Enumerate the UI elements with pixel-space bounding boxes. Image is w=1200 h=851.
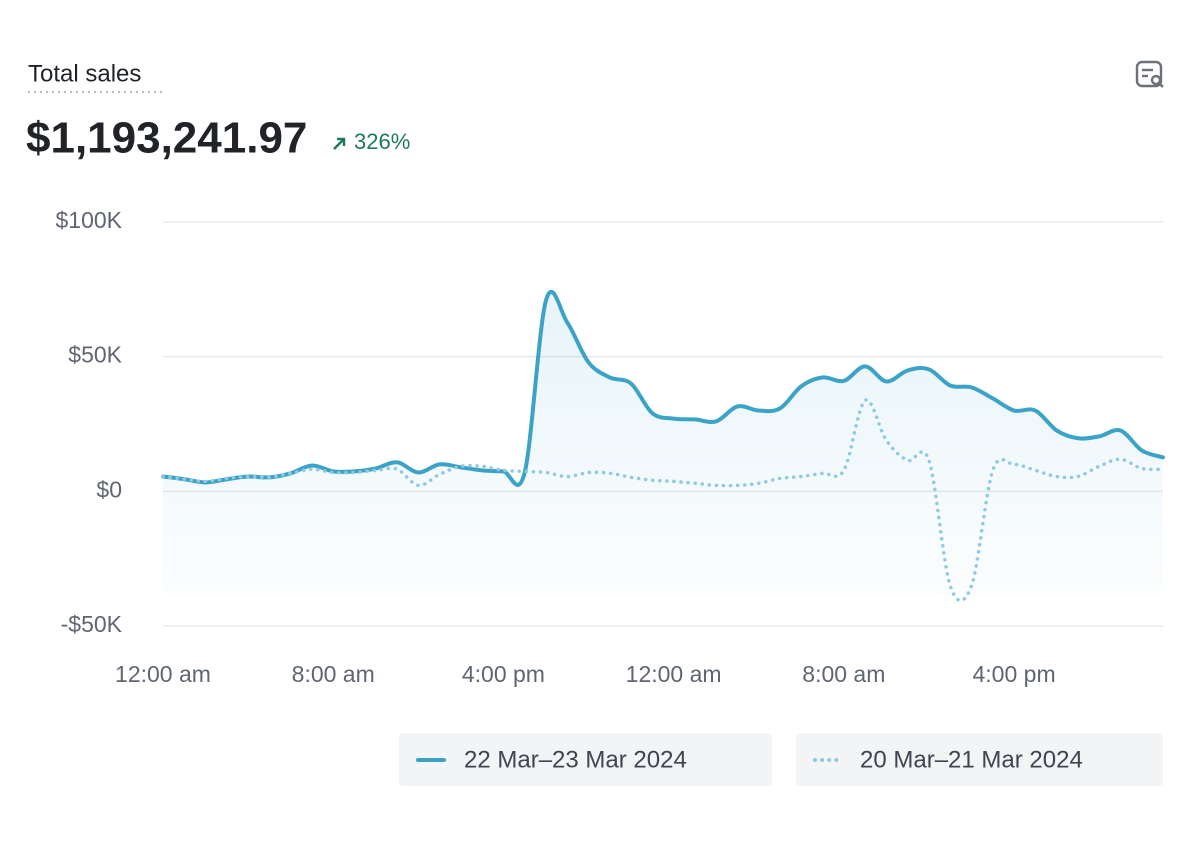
trend-arrow [333,137,346,150]
kpi-label: Total sales [28,60,141,87]
legend-item[interactable] [796,733,1163,786]
kpi-change: 326% [354,129,410,154]
y-tick-label: $50K [68,342,122,368]
y-tick-label: $100K [55,207,122,233]
filter-icon[interactable] [1135,60,1164,88]
x-tick-label: 8:00 am [292,661,375,687]
area-fill [163,291,1163,596]
series-line [161,398,1165,603]
y-tick-label: -$50K [61,611,123,637]
legend-label: 22 Mar–23 Mar 2024 [464,746,687,773]
legend-label: 20 Mar–21 Mar 2024 [860,746,1083,773]
kpi-value: $1,193,241.97 [26,114,307,163]
x-tick-label: 12:00 am [626,661,722,687]
legend-item[interactable] [399,733,772,786]
x-tick-label: 12:00 am [115,661,211,687]
x-tick-label: 4:00 pm [462,661,545,687]
y-tick-label: $0 [96,476,122,502]
x-tick-label: 8:00 am [802,661,885,687]
x-tick-label: 4:00 pm [973,661,1056,687]
